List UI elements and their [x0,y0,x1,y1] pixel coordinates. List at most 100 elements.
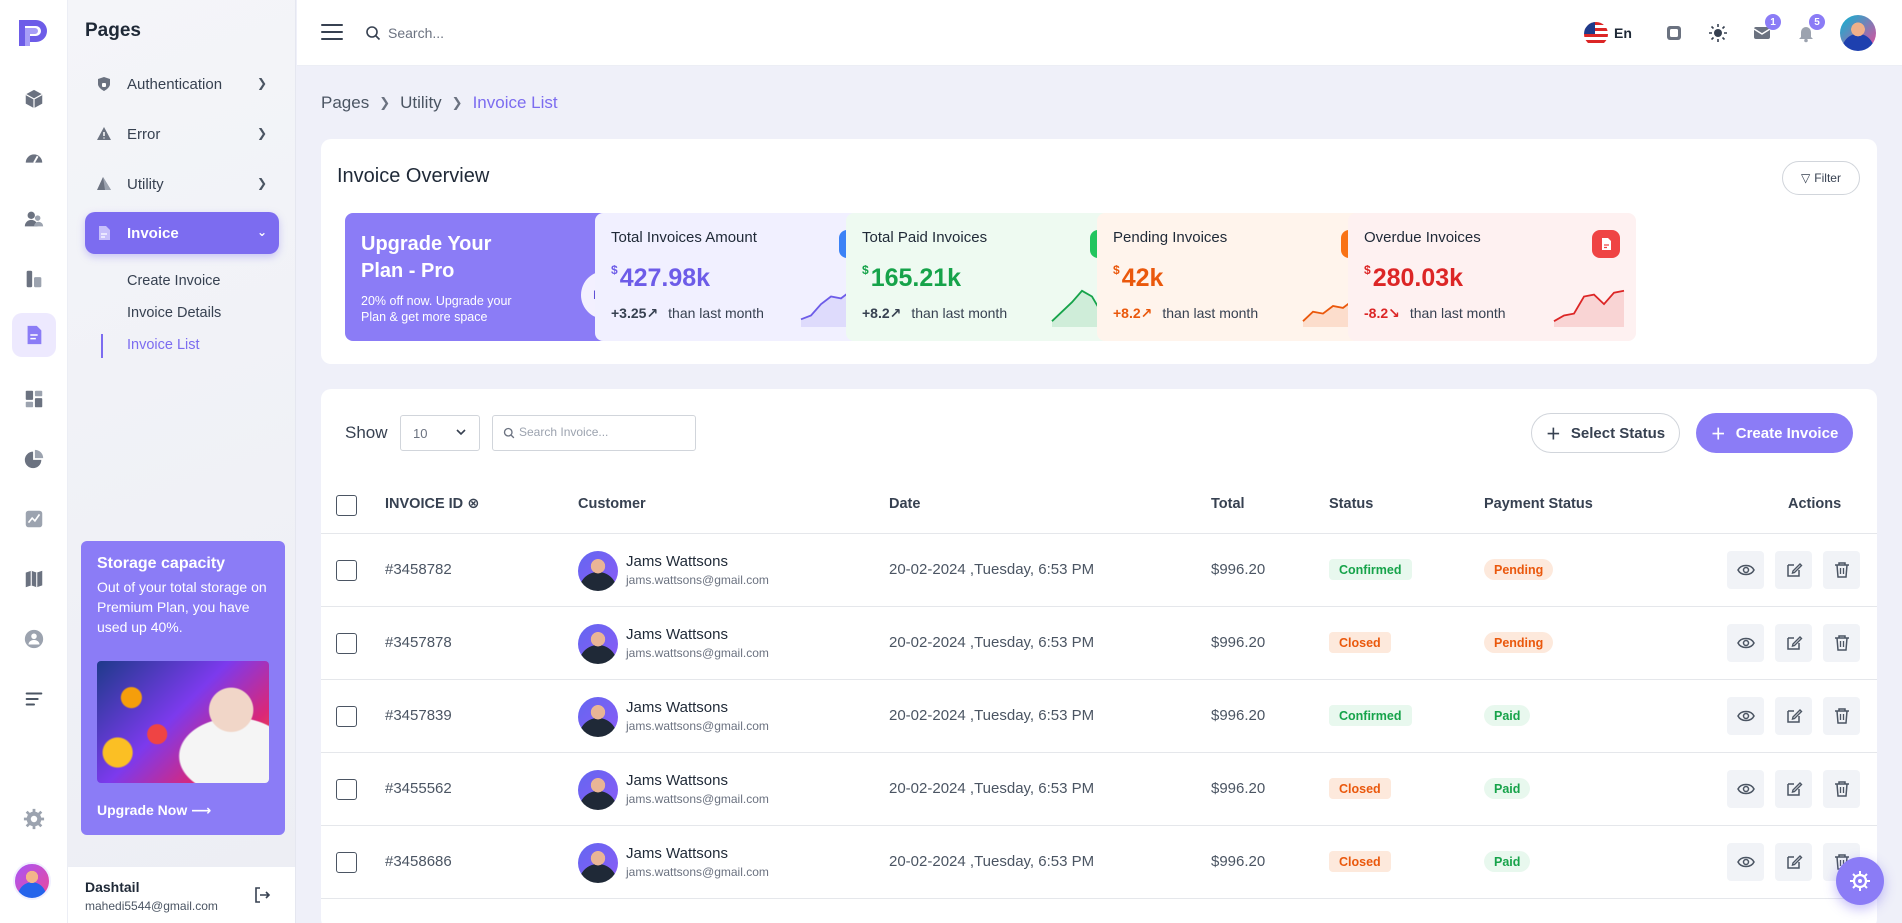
menu-lines-icon[interactable] [12,677,56,721]
sidebar-subitem-create-invoice[interactable]: Create Invoice [127,273,221,289]
sidebar-subitem-invoice-details[interactable]: Invoice Details [127,305,222,321]
language-selector[interactable]: En [1614,25,1632,41]
invoice-id[interactable]: #3457878 [385,634,452,651]
sidebar-subitem-invoice-list[interactable]: Invoice List [127,337,200,353]
fullscreen-icon[interactable] [1663,22,1685,44]
filter-button[interactable]: ▽ Filter [1782,161,1860,195]
view-button[interactable] [1727,551,1764,589]
invoice-date: 20-02-2024 ,Tuesday, 6:53 PM [889,853,1095,870]
view-button[interactable] [1727,770,1764,808]
delete-button[interactable] [1823,697,1860,735]
gauge-icon[interactable] [12,137,56,181]
page-size-select[interactable]: 10 [400,415,480,451]
edit-button[interactable] [1775,843,1812,881]
gear-icon[interactable] [12,797,56,841]
invoice-id[interactable]: #3457839 [385,707,452,724]
table-row[interactable]: #3457878 Jams Wattsons jams.wattsons@gmail… [321,607,1877,680]
row-checkbox[interactable] [336,779,357,800]
overview-title: Invoice Overview [337,165,490,187]
us-flag-icon[interactable] [1584,22,1608,46]
profile-icon[interactable] [12,617,56,661]
sidebar-item-error[interactable]: Error ❯ [85,113,279,155]
row-checkbox[interactable] [336,560,357,581]
column-header-invoice-id[interactable]: INVOICE ID ⊗ [385,496,479,512]
row-checkbox[interactable] [336,706,357,727]
invoice-id[interactable]: #3455562 [385,780,452,797]
view-button[interactable] [1727,697,1764,735]
delta-value: -8.2↘ [1364,305,1400,321]
column-header-payment-status: Payment Status [1484,496,1593,512]
user-avatar[interactable] [1840,15,1876,51]
storage-text: Out of your total storage on Premium Pla… [97,579,267,635]
mail-icon[interactable]: 1 [1751,14,1781,44]
upgrade-now-link[interactable]: Upgrade Now ⟶ [97,802,211,819]
pie-chart-icon[interactable] [12,437,56,481]
invoice-id[interactable]: #3458782 [385,561,452,578]
delta-suffix: than last month [1409,305,1506,321]
user-email: mahedi5544@gmail.com [85,899,218,913]
invoice-total: $996.20 [1211,853,1266,870]
sidebar-item-label: Invoice [127,224,179,242]
sun-icon[interactable] [1707,22,1729,44]
column-header-total: Total [1211,496,1245,512]
global-search-input[interactable] [388,20,688,46]
analytics-icon[interactable] [12,497,56,541]
sort-clear-icon[interactable]: ⊗ [467,496,480,512]
sidebar-item-utility[interactable]: Utility ❯ [85,163,279,205]
sidebar-item-authentication[interactable]: Authentication ❯ [85,63,279,105]
breadcrumb-item[interactable]: Pages [321,93,370,112]
customer-avatar [578,697,618,737]
sidebar: Pages Authentication ❯ Error ❯ Utility ❯… [68,0,296,923]
delete-button[interactable] [1823,770,1860,808]
create-invoice-button[interactable]: ＋ Create Invoice [1696,413,1853,453]
logo-icon[interactable] [16,16,50,50]
row-checkbox[interactable] [336,852,357,873]
cube-icon[interactable] [12,77,56,121]
view-button[interactable] [1727,624,1764,662]
delta-suffix: than last month [1162,305,1259,321]
breadcrumb-item[interactable]: Utility [400,93,442,112]
delta-number: +8.2 [862,305,890,321]
stat-value: $427.98k [611,263,710,293]
invoice-search-input[interactable] [519,425,689,439]
dashboard-icon[interactable] [12,377,56,421]
edit-button[interactable] [1775,770,1812,808]
apps-icon[interactable] [12,257,56,301]
delete-button[interactable] [1823,624,1860,662]
map-icon[interactable] [12,557,56,601]
stat-delta: -8.2↘ than last month [1364,305,1506,322]
select-status-button[interactable]: ＋ Select Status [1531,413,1680,453]
invoice-id[interactable]: #3458686 [385,853,452,870]
select-all-checkbox[interactable] [336,495,357,516]
delta-suffix: than last month [911,305,1008,321]
table-row[interactable]: #3455562 Jams Wattsons jams.wattsons@gmail… [321,753,1877,826]
invoice-overview-card: Invoice Overview ▽ Filter Upgrade Your Pl… [321,139,1877,364]
status-badge: Confirmed [1329,559,1412,580]
settings-fab[interactable] [1836,857,1884,905]
active-indicator [101,334,103,358]
hamburger-icon[interactable] [321,23,343,41]
delete-button[interactable] [1823,551,1860,589]
view-button[interactable] [1727,843,1764,881]
sidebar-item-invoice[interactable]: Invoice ⌄ [85,212,279,254]
pages-icon[interactable] [12,313,56,357]
customer-email: jams.wattsons@gmail.com [626,865,769,879]
bell-icon[interactable]: 5 [1795,14,1825,44]
table-row[interactable]: #3458686 Jams Wattsons jams.wattsons@gmail… [321,826,1877,899]
table-row[interactable]: #3457839 Jams Wattsons jams.wattsons@gmail… [321,680,1877,753]
stat-label: Overdue Invoices [1364,229,1481,246]
search-icon [503,427,515,439]
column-header-customer: Customer [578,496,646,512]
row-checkbox[interactable] [336,633,357,654]
users-icon[interactable] [12,197,56,241]
stat-label: Pending Invoices [1113,229,1228,246]
logout-icon[interactable] [252,885,272,905]
edit-button[interactable] [1775,624,1812,662]
edit-button[interactable] [1775,551,1812,589]
search-icon [366,26,381,41]
rail-avatar[interactable] [13,862,51,900]
table-row[interactable]: #3458782 Jams Wattsons jams.wattsons@gmail… [321,534,1877,607]
status-badge: Confirmed [1329,705,1412,726]
mail-badge: 1 [1765,14,1781,30]
edit-button[interactable] [1775,697,1812,735]
